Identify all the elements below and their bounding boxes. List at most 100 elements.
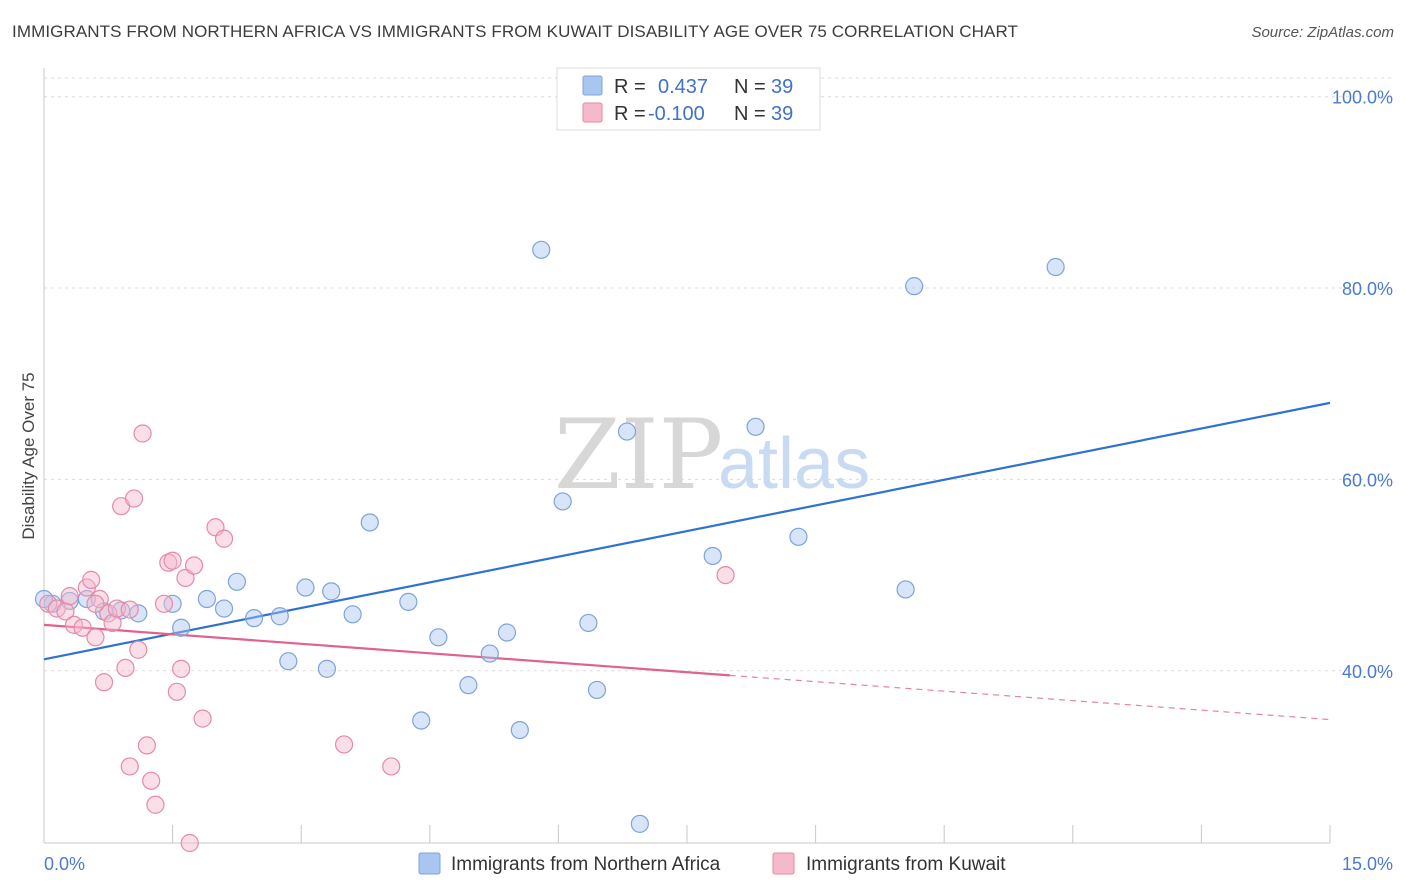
point-s1-20 <box>142 771 161 790</box>
point-s1-7 <box>86 628 105 647</box>
legend: R = 0.437 N = 39 R = -0.100 N = 39 <box>556 67 821 131</box>
point-s0-13 <box>279 652 298 671</box>
point-s0-35 <box>896 580 915 599</box>
x-tick-label-0: 0.0% <box>44 854 85 874</box>
point-s0-33 <box>746 417 765 436</box>
point-s0-19 <box>399 592 418 611</box>
point-s0-32 <box>703 546 722 566</box>
bottom-legend-swatch-kuwait <box>772 852 795 875</box>
point-s0-7 <box>172 618 191 637</box>
point-s0-12 <box>270 607 289 626</box>
legend-r-value-0: 0.437 <box>658 76 708 98</box>
legend-r-label-1: R = <box>614 103 646 125</box>
point-s1-12 <box>107 599 126 618</box>
grid-lines <box>44 77 1393 672</box>
point-s0-15 <box>317 659 337 678</box>
point-s0-8 <box>197 589 216 609</box>
trend-line-1-dashed <box>729 674 1331 721</box>
point-s0-25 <box>510 720 529 740</box>
point-s0-16 <box>322 582 341 601</box>
point-s0-14 <box>296 578 315 597</box>
point-s1-0 <box>39 594 58 613</box>
point-s0-36 <box>905 277 924 296</box>
point-s1-25 <box>167 682 186 701</box>
point-s1-30 <box>193 709 212 728</box>
legend-swatch-northern-africa <box>582 75 603 96</box>
source-credit: Source: ZipAtlas.com <box>1251 24 1394 41</box>
point-s1-21 <box>146 795 165 814</box>
axes <box>43 68 1331 844</box>
bottom-legend: Immigrants from Northern Africa Immigran… <box>418 852 1006 875</box>
y-tick-labels: 100.0% 80.0% 60.0% 40.0% <box>1332 88 1393 682</box>
point-s0-28 <box>579 613 598 633</box>
point-s1-22 <box>154 594 174 613</box>
point-s0-30 <box>617 422 637 441</box>
point-s0-20 <box>412 711 431 730</box>
y-tick-label-2: 60.0% <box>1342 470 1393 490</box>
y-axis-label: Disability Age Over 75 <box>19 372 38 539</box>
point-s1-15 <box>120 757 139 776</box>
point-s1-38 <box>120 600 139 619</box>
point-s1-37 <box>86 594 105 613</box>
watermark-zip: ZIP <box>554 399 723 511</box>
point-s1-33 <box>334 735 354 754</box>
point-s1-14 <box>116 658 135 678</box>
point-s0-27 <box>553 492 572 511</box>
point-s1-6 <box>82 570 101 589</box>
y-tick-label-0: 100.0% <box>1332 88 1393 108</box>
point-s0-34 <box>789 527 808 546</box>
trend-line-1-solid <box>43 623 730 677</box>
point-s1-28 <box>180 833 199 853</box>
bottom-legend-label-kuwait: Immigrants from Kuwait <box>806 854 1006 875</box>
point-s1-17 <box>129 640 148 659</box>
point-s1-34 <box>382 757 401 776</box>
point-s1-11 <box>103 613 122 633</box>
trend-line-0 <box>43 401 1331 661</box>
point-s0-31 <box>630 814 649 833</box>
point-s0-17 <box>343 605 362 624</box>
point-s1-35 <box>716 565 735 585</box>
x-tick-labels: 0.0% 15.0% <box>44 854 1393 874</box>
point-s1-19 <box>137 736 156 755</box>
point-s1-4 <box>73 618 92 637</box>
point-s1-24 <box>163 551 182 570</box>
point-s1-29 <box>184 556 204 575</box>
point-s1-32 <box>214 529 234 548</box>
point-s0-29 <box>587 680 607 700</box>
point-s0-18 <box>360 513 379 532</box>
point-s1-9 <box>94 673 114 692</box>
legend-swatch-kuwait <box>582 102 603 123</box>
point-s0-21 <box>429 628 448 647</box>
point-s0-26 <box>532 240 551 259</box>
bottom-legend-swatch-northern-africa <box>418 852 441 875</box>
point-s0-9 <box>214 599 234 618</box>
y-tick-label-3: 40.0% <box>1342 662 1393 682</box>
point-s0-10 <box>227 572 246 591</box>
y-tick-label-1: 80.0% <box>1342 279 1393 299</box>
x-tick-label-1: 15.0% <box>1342 854 1393 874</box>
point-s0-11 <box>244 609 264 628</box>
point-s0-5 <box>129 604 148 623</box>
watermark: ZIP atlas <box>554 399 870 511</box>
bottom-legend-label-northern-africa: Immigrants from Northern Africa <box>451 854 721 875</box>
point-s1-36 <box>60 587 79 606</box>
legend-n-label-0: N = <box>734 76 766 98</box>
point-s0-22 <box>459 676 478 695</box>
point-s1-10 <box>99 604 118 623</box>
point-s1-18 <box>133 424 152 443</box>
legend-r-value-1: -0.100 <box>648 103 705 125</box>
legend-n-value-1: 39 <box>771 103 793 125</box>
point-s1-27 <box>176 568 195 588</box>
data-points <box>34 240 1065 853</box>
legend-n-label-1: N = <box>734 103 766 125</box>
point-s0-37 <box>1046 257 1065 277</box>
point-s1-26 <box>172 659 191 678</box>
legend-n-value-0: 39 <box>771 76 793 98</box>
trend-lines <box>43 401 1331 721</box>
legend-r-label-0: R = <box>614 76 646 98</box>
point-s0-23 <box>480 644 499 663</box>
point-s1-16 <box>124 489 144 508</box>
chart-title: IMMIGRANTS FROM NORTHERN AFRICA VS IMMIG… <box>12 22 1019 41</box>
watermark-atlas: atlas <box>718 424 870 504</box>
